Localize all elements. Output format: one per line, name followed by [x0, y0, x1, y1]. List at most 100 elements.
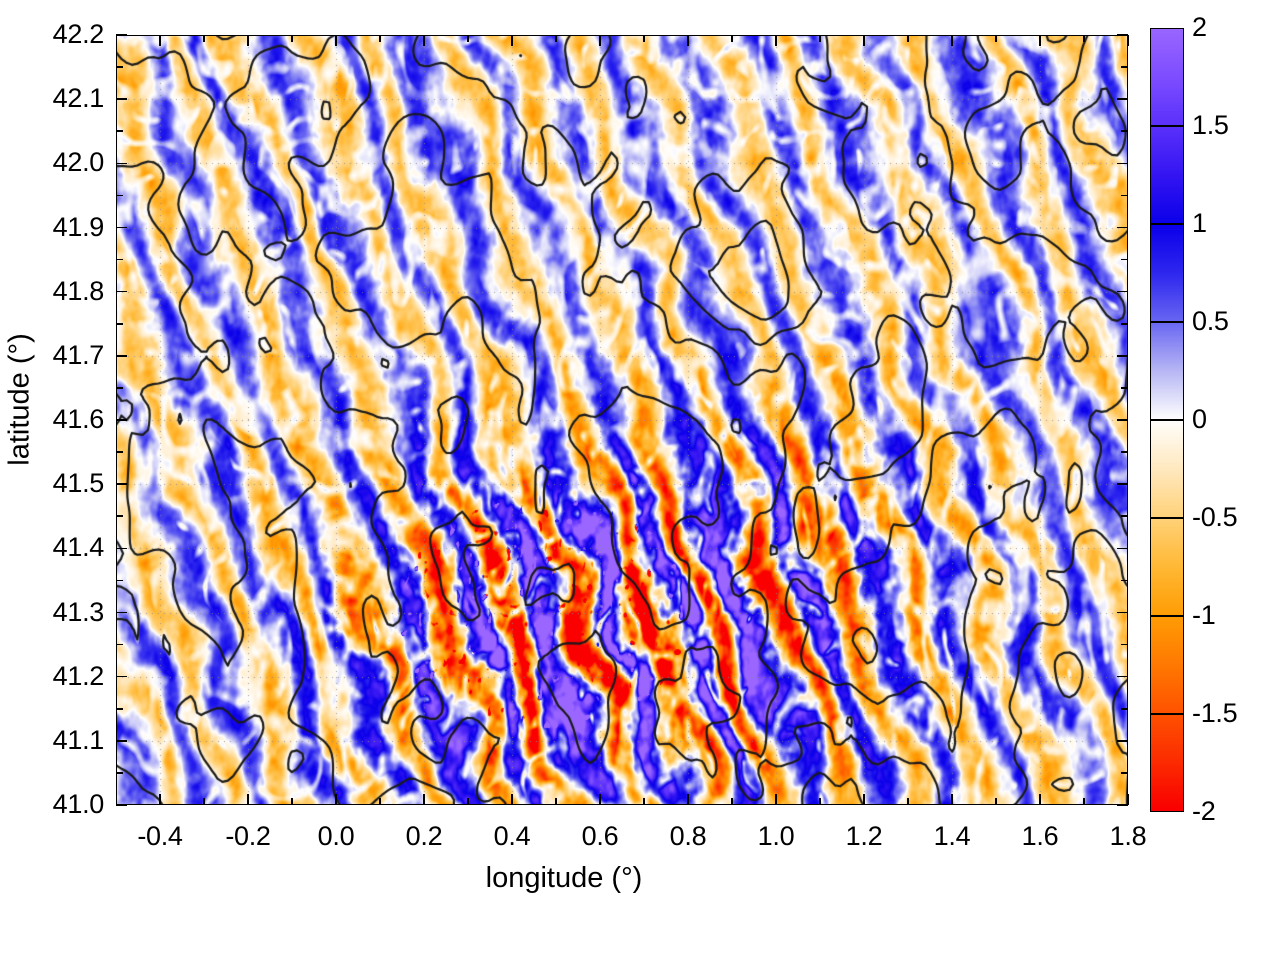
axis-tick [116, 258, 123, 261]
y-tick-label: 42.0 [52, 147, 105, 178]
axis-tick [116, 194, 123, 197]
x-tick-label: 1.2 [845, 821, 883, 851]
axis-tick [116, 675, 127, 678]
y-tick-label: 41.2 [52, 660, 105, 691]
y-tick-label: 41.6 [52, 404, 105, 434]
axis-tick [1121, 707, 1128, 710]
x-tick-label: 1.8 [1109, 821, 1147, 851]
axis-tick [1121, 772, 1128, 774]
x-tick-label: 0.4 [493, 821, 531, 851]
axis-tick [555, 35, 557, 42]
axis-tick [1039, 35, 1041, 46]
colorbar-tick [1150, 419, 1184, 421]
axis-tick [995, 798, 997, 805]
axis-tick [247, 35, 249, 46]
axis-tick [203, 798, 205, 805]
axis-tick [1117, 483, 1128, 485]
axis-tick [819, 798, 821, 805]
axis-tick [687, 35, 689, 46]
axis-tick [1121, 579, 1128, 582]
axis-tick [116, 66, 123, 68]
y-tick-label: 42.1 [52, 83, 105, 114]
x-tick-label: 0.2 [405, 821, 443, 851]
x-tick-label: 1.0 [757, 821, 795, 851]
axis-tick [599, 794, 601, 805]
colorbar-tick [1150, 125, 1184, 127]
colorbar-tick [1150, 713, 1184, 715]
y-tick-label: 42.2 [52, 19, 105, 49]
axis-tick [1117, 740, 1128, 742]
axis-tick [291, 35, 293, 42]
axis-tick [116, 98, 127, 100]
axis-tick [1121, 451, 1128, 453]
axis-tick [116, 804, 127, 806]
colorbar-tick-label: 1.5 [1192, 110, 1229, 140]
x-tick-label: -0.2 [225, 821, 271, 851]
colorbar-tick-label: 2 [1192, 12, 1207, 42]
axis-tick [116, 322, 123, 325]
axis-tick [1117, 804, 1128, 806]
axis-tick [116, 579, 123, 582]
y-axis-title: latitude (°) [3, 333, 36, 466]
axis-tick [599, 35, 601, 46]
axis-tick [116, 355, 127, 357]
axis-tick [863, 794, 865, 805]
axis-tick [1121, 258, 1128, 261]
colorbar-tick-label: 0 [1192, 404, 1207, 434]
colorbar-tick [1150, 321, 1184, 323]
axis-tick [1117, 355, 1128, 357]
axis-tick [1127, 794, 1129, 805]
axis-tick [1039, 794, 1041, 805]
axis-tick [116, 419, 127, 421]
axis-tick [335, 35, 337, 46]
axis-tick [116, 547, 127, 550]
axis-tick [1117, 675, 1128, 678]
axis-tick [907, 35, 909, 42]
axis-tick [116, 226, 127, 229]
axis-tick [116, 387, 123, 389]
colorbar-tick-label: -2 [1192, 796, 1216, 826]
axis-tick [731, 35, 733, 42]
axis-tick [203, 35, 205, 42]
axis-tick [247, 794, 249, 805]
axis-tick [467, 35, 469, 42]
axis-tick [116, 290, 127, 293]
axis-tick [116, 162, 127, 165]
axis-tick [116, 707, 123, 710]
heatmap-plot-area [116, 35, 1128, 805]
terrain-contour-overlay [116, 35, 1128, 805]
axis-tick [1117, 98, 1128, 100]
y-tick-label: 41.3 [52, 596, 105, 627]
axis-tick [159, 35, 161, 46]
y-tick-label: 41.8 [52, 275, 105, 306]
axis-tick [423, 35, 425, 46]
axis-tick [687, 794, 689, 805]
axis-tick [775, 794, 777, 805]
y-tick-label: 41.9 [52, 211, 105, 242]
colorbar-tick [1150, 517, 1184, 519]
y-tick-label: 41.7 [52, 339, 105, 370]
axis-tick [116, 451, 123, 453]
x-tick-label: 1.6 [1021, 821, 1059, 851]
colorbar-tick-label: 0.5 [1192, 306, 1229, 336]
axis-tick [1121, 643, 1128, 646]
axis-tick [423, 794, 425, 805]
axis-tick [379, 35, 381, 42]
axis-tick [775, 35, 777, 46]
axis-tick [1121, 515, 1128, 518]
x-tick-label: 1.4 [933, 821, 971, 851]
colorbar-tick-label: -0.5 [1192, 502, 1238, 532]
axis-tick [819, 35, 821, 42]
axis-tick [511, 35, 513, 46]
axis-tick [995, 35, 997, 42]
axis-tick [1117, 162, 1128, 165]
axis-tick [643, 35, 645, 42]
axis-tick [1121, 66, 1128, 68]
axis-tick [1083, 798, 1085, 805]
axis-tick [1121, 322, 1128, 325]
y-tick-label: 41.0 [52, 789, 105, 819]
axis-tick [116, 34, 127, 36]
axis-tick [116, 611, 127, 614]
axis-tick [335, 794, 337, 805]
